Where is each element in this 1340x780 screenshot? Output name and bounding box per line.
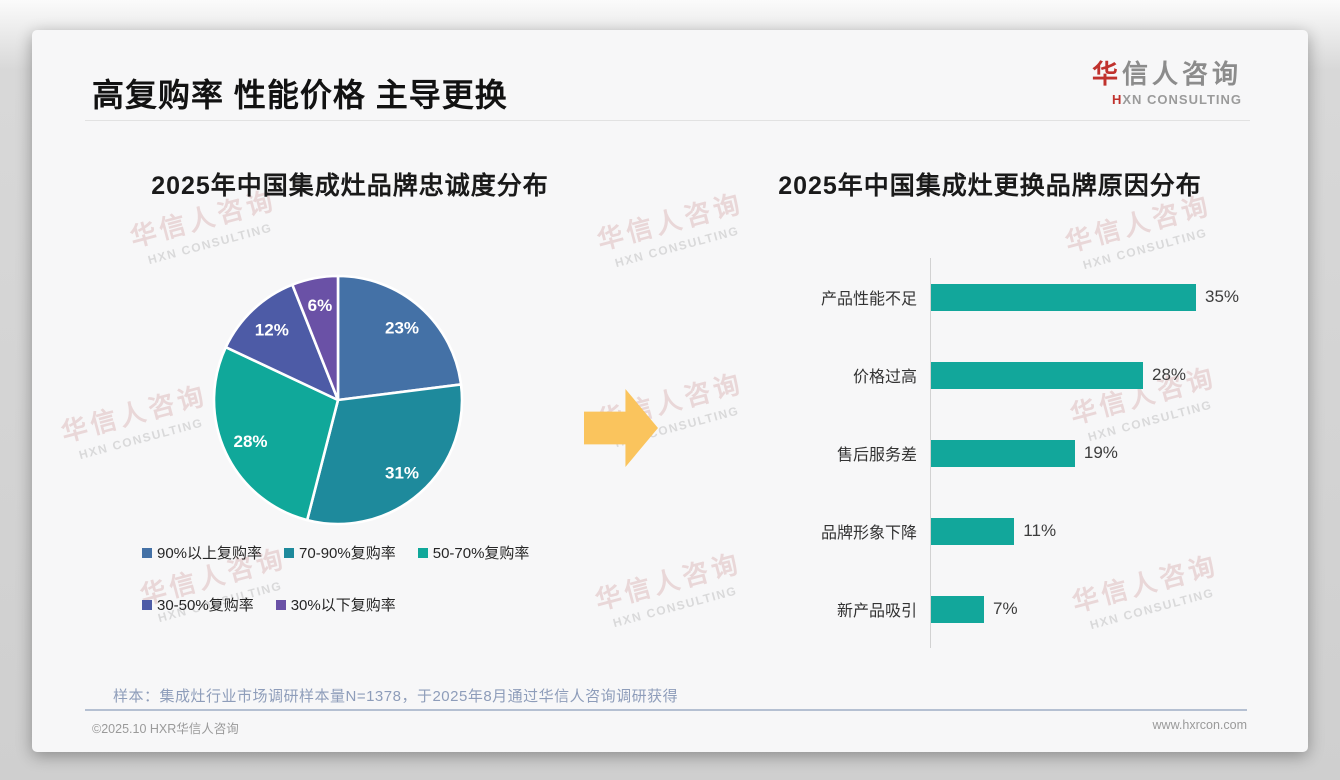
legend-swatch [275,599,286,610]
legend-label: 90%以上复购率 [157,545,263,562]
watermark-text-cn: 华信人咨询 [593,187,747,256]
legend-swatch [142,599,152,610]
bar-value-label: 35% [1205,287,1240,306]
pie-chart: 23% 31% 28% 12% 6% [203,265,473,535]
copyright-text: ©2025.10 HXR华信人咨询 [92,722,239,736]
bar-value-label: 19% [1083,443,1118,462]
bar-value-label: 7% [993,599,1018,618]
watermark-text-cn: 华信人咨询 [57,379,211,448]
bar-category-label: 售后服务差 [836,447,917,464]
slide-card: 华信人咨询 HXN CONSULTING 华信人咨询 HXN CONSULTIN… [32,30,1308,752]
pie-legend-row-1: 90%以上复购率 70-90%复购率 50-70%复购率 [142,542,529,563]
watermark-text-en: HXN CONSULTING [611,583,739,631]
pie-slice [212,345,340,522]
pie-slice [224,283,340,402]
bar-category-label: 品牌形象下降 [820,525,917,542]
bar [931,439,1075,467]
bar-chart: 产品性能不足 35% 价格过高 28% 售后服务差 19% 品牌形象下降 11% 新产品吸引 7% [770,258,1270,648]
bar-row: 品牌形象下降 11% [770,492,1270,570]
footer: ©2025.10 HXR华信人咨询 www.hxrcon.com [92,718,1247,737]
footer-divider [85,709,1247,711]
page-title: 高复购率 性能价格 主导更换 [92,77,508,113]
watermark-text-en: HXN CONSULTING [77,415,205,463]
legend-item: 50-70%复购率 [417,542,530,563]
pie-data-label: 12% [255,321,289,340]
pie-data-label: 23% [385,318,419,337]
bar-category-label: 价格过高 [852,369,917,386]
legend-label: 50-70%复购率 [432,545,530,562]
watermark: 华信人咨询 HXN CONSULTING [591,543,750,633]
bar-value-label: 28% [1152,365,1187,384]
pie-slice [291,274,340,402]
bar-value-label: 11% [1023,521,1057,540]
pie-slice [336,274,463,402]
legend-label: 30%以下复购率 [290,597,396,614]
legend-swatch [417,547,428,558]
bar-row: 售后服务差 19% [770,414,1270,492]
watermark: 华信人咨询 HXN CONSULTING [57,375,216,465]
legend-label: 70-90%复购率 [299,545,396,562]
legend-item: 30%以下复购率 [275,594,396,615]
pie-data-label: 28% [233,432,267,451]
company-logo: 华信人咨询 HXN CONSULTING [1092,54,1242,107]
pie-slice [305,383,464,526]
legend-item: 90%以上复购率 [142,542,262,563]
legend-item: 70-90%复购率 [284,542,396,563]
bar-chart-title: 2025年中国集成灶更换品牌原因分布 [778,172,1202,200]
legend-label: 30-50%复购率 [157,597,254,614]
pie-data-label: 6% [308,296,333,315]
bar [931,283,1196,311]
pie-legend-row-2: 30-50%复购率 30%以下复购率 [142,594,396,615]
title-divider [85,120,1250,121]
legend-swatch [284,547,295,558]
logo-text-en: HXN CONSULTING [1111,92,1242,107]
legend-item: 30-50%复购率 [142,594,254,615]
sample-note: 样本：集成灶行业市场调研样本量N=1378，于2025年8月通过华信人咨询调研获… [113,688,679,705]
pie-chart-title: 2025年中国集成灶品牌忠诚度分布 [151,172,549,200]
bar [931,595,984,623]
right-arrow-icon [584,389,658,467]
watermark-text-cn: 华信人咨询 [591,547,745,616]
bar [931,361,1143,389]
bar-row: 新产品吸引 7% [770,570,1270,648]
bar-category-label: 新产品吸引 [836,603,917,620]
pie-data-label: 31% [385,464,419,483]
watermark-text-en: HXN CONSULTING [613,223,741,271]
bar [931,517,1015,545]
watermark-text-en: HXN CONSULTING [146,220,274,268]
website-link[interactable]: www.hxrcon.com [1152,718,1247,732]
bar-row: 价格过高 28% [770,336,1270,414]
bar-row: 产品性能不足 35% [770,258,1270,336]
bar-category-label: 产品性能不足 [820,291,917,308]
watermark: 华信人咨询 HXN CONSULTING [593,183,752,273]
legend-swatch [142,547,152,558]
logo-text-cn: 华信人咨询 [1091,59,1242,89]
